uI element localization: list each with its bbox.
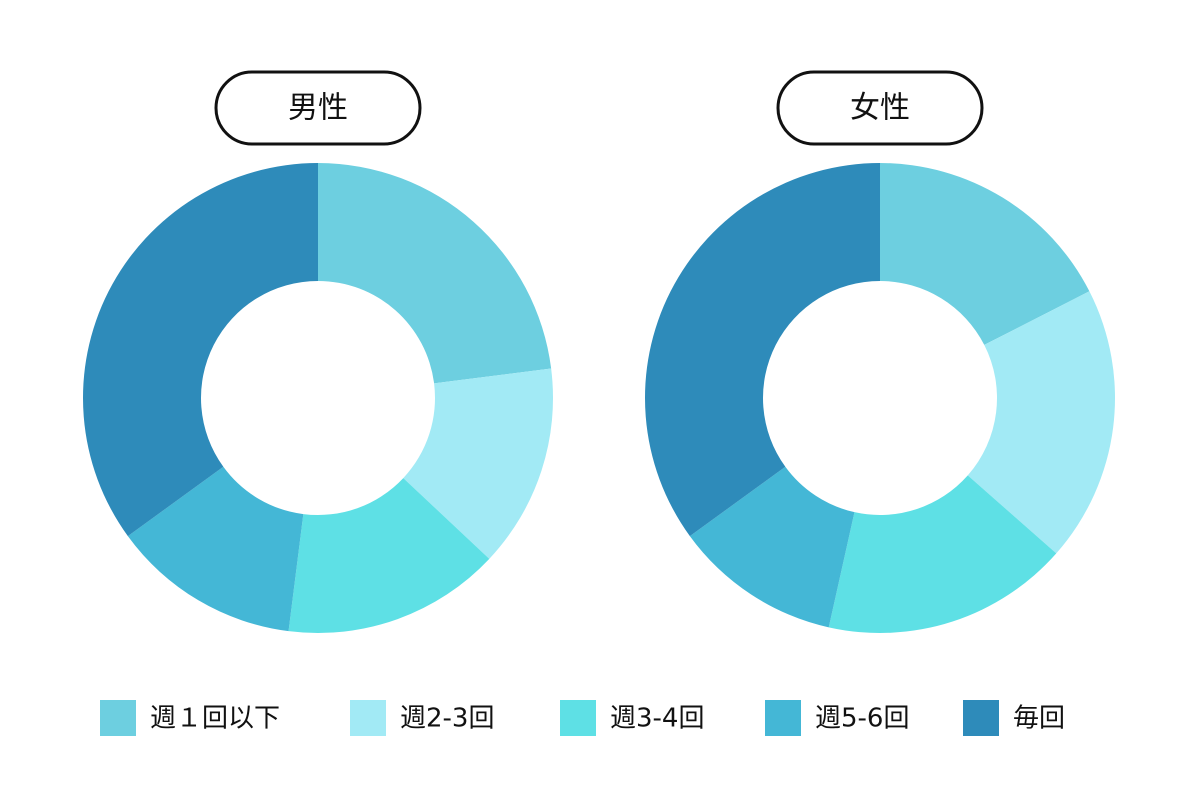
slice — [828, 475, 1057, 633]
legend-swatch — [765, 700, 801, 736]
legend-swatch — [100, 700, 136, 736]
slice — [83, 163, 318, 537]
legend-label: 週3-4回 — [610, 704, 704, 734]
chart-title: 女性 — [850, 91, 910, 126]
legend-label: 毎回 — [1013, 704, 1065, 734]
title-pill — [214, 70, 422, 146]
slice — [127, 466, 304, 632]
slice — [880, 163, 1090, 345]
slice — [967, 291, 1115, 554]
legend-label: 週１回以下 — [150, 704, 280, 734]
legend-swatch — [560, 700, 596, 736]
legend-label: 週5-6回 — [815, 704, 909, 734]
slice — [403, 368, 553, 559]
slice — [644, 163, 880, 537]
chart-title: 男性 — [288, 91, 348, 126]
legend-swatch — [350, 700, 386, 736]
slice — [689, 466, 855, 628]
legend-label: 週2-3回 — [400, 704, 494, 734]
slice — [288, 478, 490, 634]
title-pill — [776, 70, 984, 146]
slice — [318, 163, 552, 384]
legend-swatch — [963, 700, 999, 736]
